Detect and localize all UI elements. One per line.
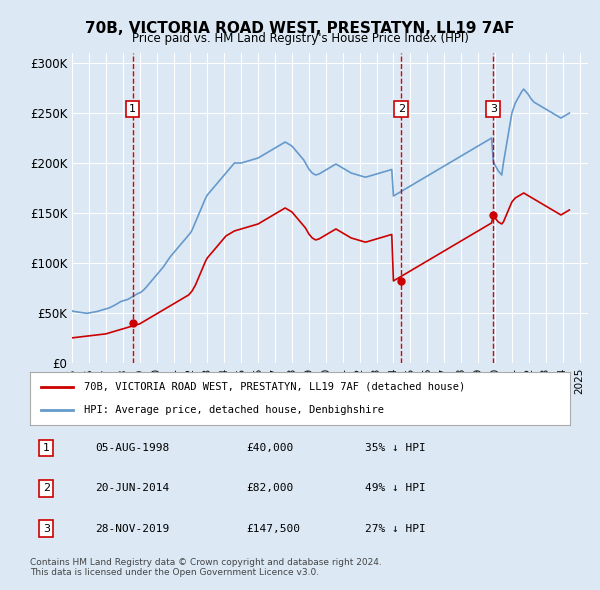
Text: £82,000: £82,000 (246, 483, 293, 493)
Text: Contains HM Land Registry data © Crown copyright and database right 2024.
This d: Contains HM Land Registry data © Crown c… (30, 558, 382, 577)
Text: Price paid vs. HM Land Registry's House Price Index (HPI): Price paid vs. HM Land Registry's House … (131, 32, 469, 45)
Text: 05-AUG-1998: 05-AUG-1998 (95, 443, 169, 453)
Text: 49% ↓ HPI: 49% ↓ HPI (365, 483, 425, 493)
Text: 1: 1 (43, 443, 50, 453)
Text: 2: 2 (43, 483, 50, 493)
Text: 35% ↓ HPI: 35% ↓ HPI (365, 443, 425, 453)
Text: 70B, VICTORIA ROAD WEST, PRESTATYN, LL19 7AF (detached house): 70B, VICTORIA ROAD WEST, PRESTATYN, LL19… (84, 382, 465, 392)
Text: 28-NOV-2019: 28-NOV-2019 (95, 523, 169, 533)
Text: 3: 3 (43, 523, 50, 533)
Text: 20-JUN-2014: 20-JUN-2014 (95, 483, 169, 493)
Text: 27% ↓ HPI: 27% ↓ HPI (365, 523, 425, 533)
Text: 2: 2 (398, 104, 405, 114)
Text: 70B, VICTORIA ROAD WEST, PRESTATYN, LL19 7AF: 70B, VICTORIA ROAD WEST, PRESTATYN, LL19… (85, 21, 515, 35)
Text: £147,500: £147,500 (246, 523, 300, 533)
Text: £40,000: £40,000 (246, 443, 293, 453)
Text: 3: 3 (490, 104, 497, 114)
Text: 1: 1 (129, 104, 136, 114)
Text: HPI: Average price, detached house, Denbighshire: HPI: Average price, detached house, Denb… (84, 405, 384, 415)
